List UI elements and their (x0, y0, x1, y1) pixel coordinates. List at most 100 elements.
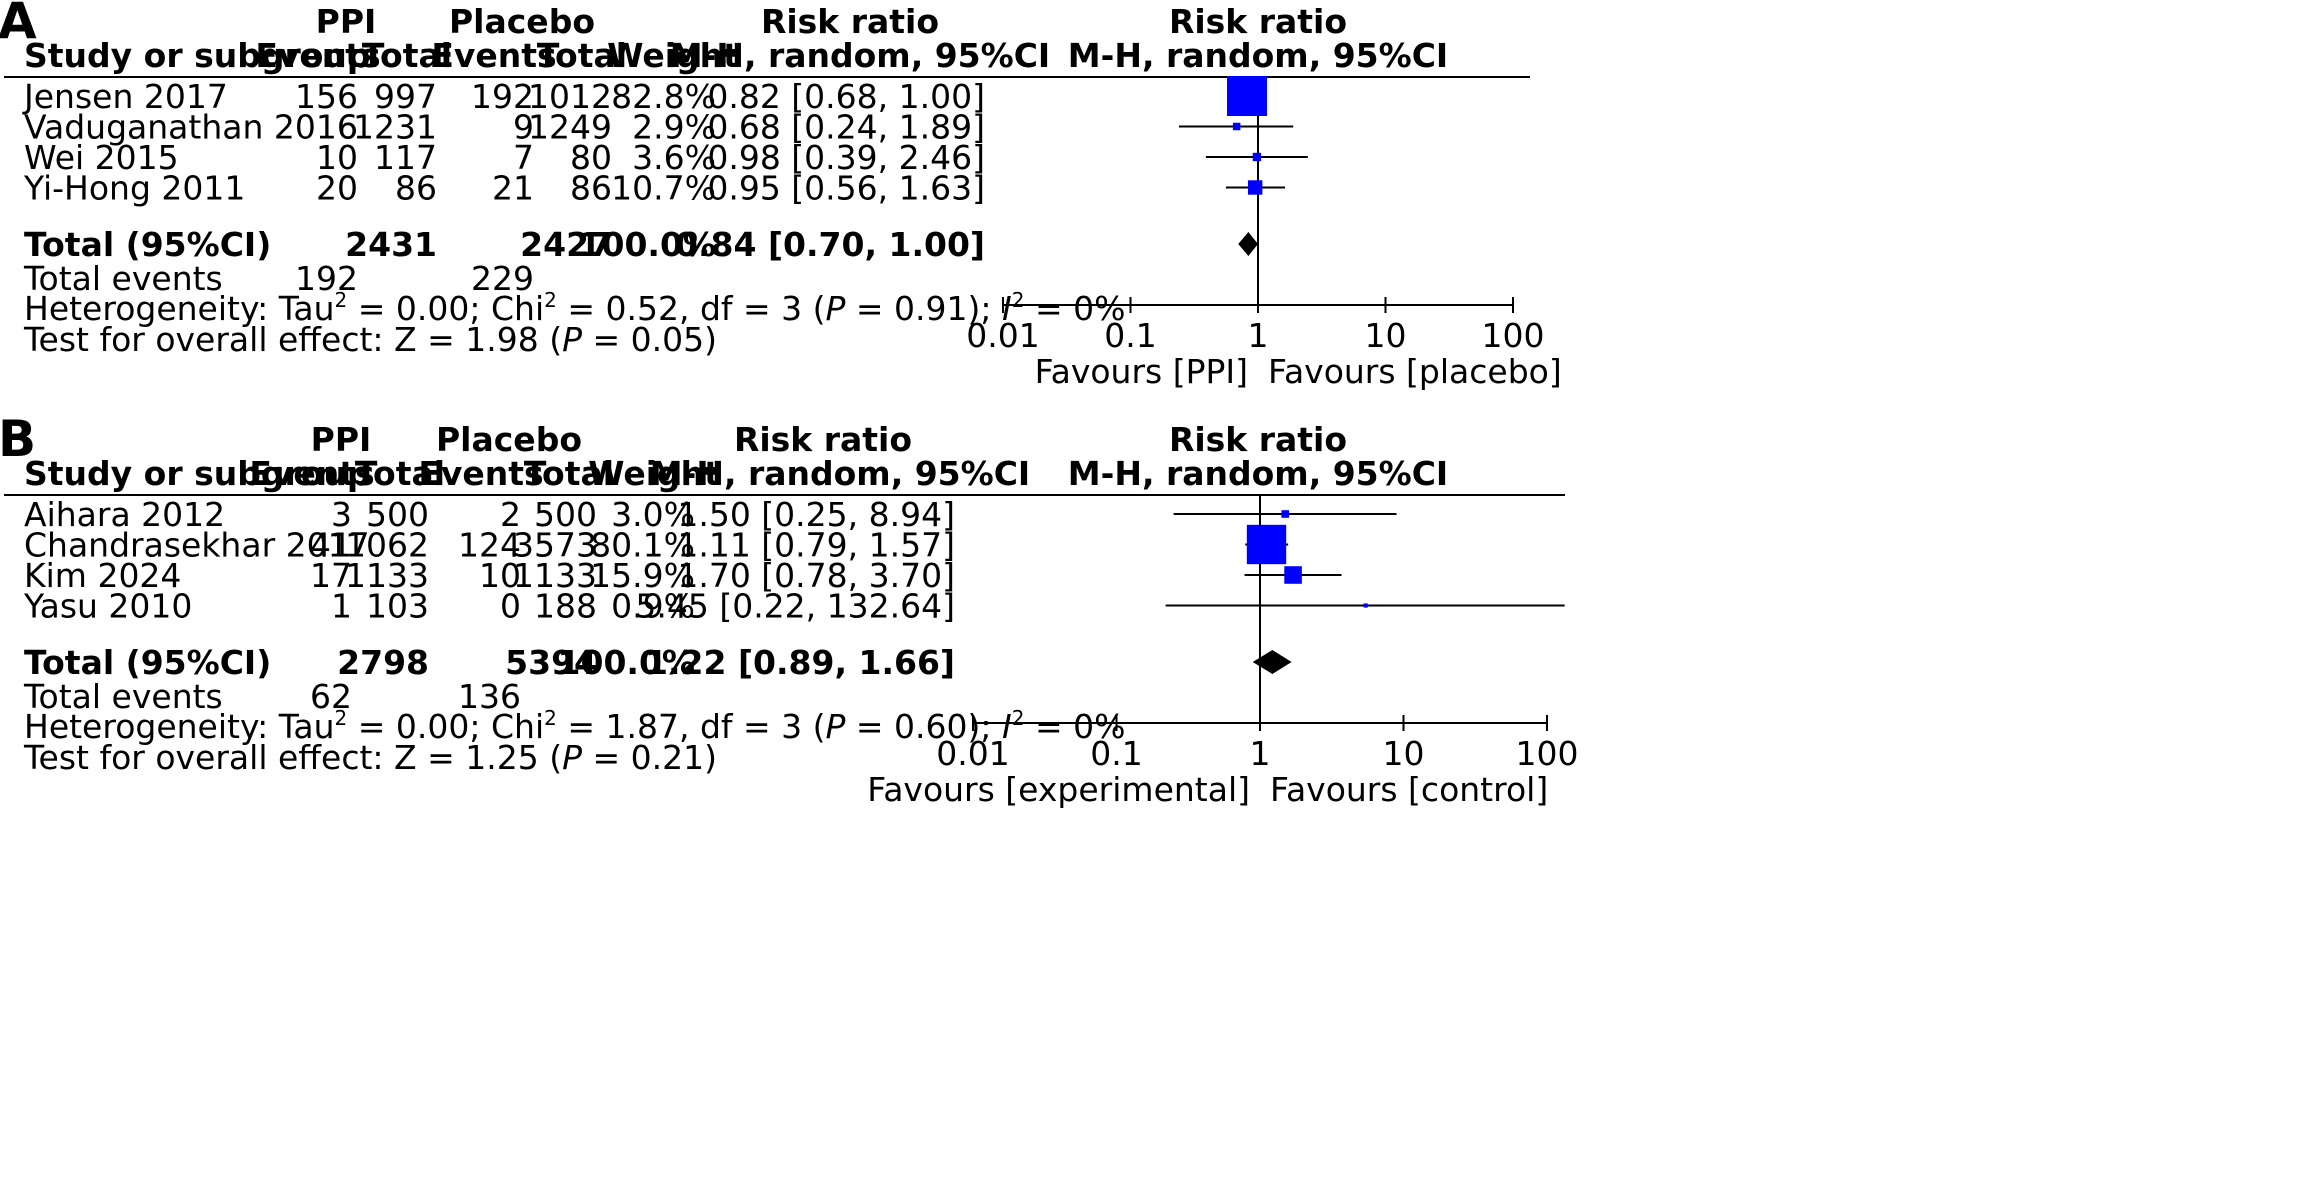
het-d: = 0% (1024, 707, 1125, 746)
study-total-2: 1012 (528, 77, 612, 116)
panel-label: B (0, 410, 36, 468)
study-total-1: 86 (395, 169, 437, 208)
study-name: Kim 2024 (24, 556, 181, 595)
het-p: P (826, 289, 846, 328)
study-events-2: 2 (500, 495, 521, 534)
study-events-1: 10 (316, 138, 358, 177)
header-risk-ratio: Risk ratio (761, 2, 939, 41)
header-total-1: Total (355, 454, 445, 493)
study-name: Jensen 2017 (22, 77, 228, 116)
header-study: Study or subgroup (24, 36, 371, 75)
study-name: Yasu 2010 (23, 587, 192, 626)
header-risk-ratio: Risk ratio (734, 420, 912, 459)
header-group2: Placebo (449, 2, 595, 41)
overall-effect-text: Test for overall effect: Z = 1.98 (P = 0… (23, 320, 717, 359)
study-weight: 80.1% (590, 526, 695, 565)
study-ci: 0.98 [0.39, 2.46] (707, 138, 985, 177)
total-label: Total (95%CI) (24, 643, 271, 682)
study-events-1: 20 (316, 169, 358, 208)
x-axis-tick-label: 0.1 (1104, 316, 1156, 355)
study-name: Yi-Hong 2011 (23, 169, 245, 208)
study-weight: 15.9% (590, 556, 695, 595)
favours-left: Favours [experimental] (867, 770, 1250, 809)
total-weight: 100.0% (558, 643, 695, 682)
x-axis-tick-label: 100 (1516, 734, 1579, 773)
het-b: = 0.52, df = 3 ( (557, 289, 826, 328)
total-events-label: Total events (23, 677, 223, 716)
study-events-2: 0 (500, 587, 521, 626)
header-group2: Placebo (436, 420, 582, 459)
forest-panel-a: A P P I Placebo Risk ratio Risk ratio Study or … (0, 0, 1562, 391)
header-group1: PPI (311, 420, 372, 459)
total-events-1: 62 (310, 677, 352, 716)
heterogeneity-text: Heterogeneity: Tau2 = 0.00; Chi2 = 1.87,… (24, 706, 1125, 746)
study-effect-marker (1226, 75, 1268, 117)
study-weight: 3.6% (632, 138, 716, 177)
total-n2: 5394 (505, 643, 597, 682)
total-label: Total (95%CI) (24, 225, 271, 264)
header-total-2: Total (524, 454, 614, 493)
study-events-1: 17 (310, 556, 352, 595)
panel-label: A (0, 0, 37, 50)
study-events-2: 124 (458, 526, 521, 565)
overall-suffix: = 0.21) (582, 738, 717, 777)
overall-p: P (562, 320, 582, 359)
study-ci: 5.45 [0.22, 132.64] (635, 587, 955, 626)
header-weight: Weight (588, 454, 720, 493)
het-i: I (1002, 707, 1012, 746)
study-effect-marker (1246, 524, 1287, 565)
het-sup: 2 (335, 706, 348, 730)
study-total-1: 1062 (345, 526, 429, 565)
study-weight: 82.8% (611, 77, 716, 116)
overall-prefix: Test for overall effect: Z = 1.25 ( (23, 738, 562, 777)
study-name: Aihara 2012 (24, 495, 225, 534)
study-total-2: 86 (570, 169, 612, 208)
total-n1: 2798 (337, 643, 429, 682)
study-total-2: 3573 (513, 526, 597, 565)
het-c: = 0.60); (845, 707, 1002, 746)
het-b: = 1.87, df = 3 ( (557, 707, 826, 746)
study-total-2: 188 (534, 587, 597, 626)
overall-suffix: = 0.05) (582, 320, 717, 359)
study-events-2: 9 (513, 108, 534, 147)
header-events-1: Events (249, 454, 374, 493)
study-total-1: 1133 (345, 556, 429, 595)
study-effect-marker (1284, 566, 1302, 584)
total-weight: 100.0% (579, 225, 716, 264)
study-effect-marker (1363, 603, 1368, 608)
x-axis-tick-label: 0.01 (936, 734, 1009, 773)
header-plot-risk-ratio: Risk ratio (1169, 420, 1347, 459)
overall-prefix: Test for overall effect: Z = 1.98 ( (23, 320, 562, 359)
study-effect-marker (1232, 122, 1241, 131)
het-i: I (1002, 289, 1012, 328)
het-sup: 2 (1012, 288, 1025, 312)
study-effect-marker (1252, 152, 1262, 162)
overall-p: P (562, 738, 582, 777)
het-p: P (826, 707, 846, 746)
study-total-2: 80 (570, 138, 612, 177)
study-events-2: 10 (479, 556, 521, 595)
het-d: = 0% (1024, 289, 1125, 328)
study-total-1: 117 (374, 138, 437, 177)
het-prefix: Heterogeneity: Tau (24, 707, 335, 746)
header-events-2: Events (431, 36, 556, 75)
overall-effect-text: Test for overall effect: Z = 1.25 (P = 0… (23, 738, 717, 777)
header-plot-risk-ratio: Risk ratio (1169, 2, 1347, 41)
het-prefix: Heterogeneity: Tau (24, 289, 335, 328)
x-axis-tick-label: 10 (1365, 316, 1407, 355)
study-events-1: 6 (337, 108, 358, 147)
study-total-1: 500 (366, 495, 429, 534)
favours-right: Favours [control] (1270, 770, 1548, 809)
header-study: Study or subgroup (24, 454, 371, 493)
pooled-effect-diamond (1238, 232, 1258, 256)
header-method: M-H, random, 95%CI (670, 36, 1050, 75)
het-a: = 0.00; Chi (347, 289, 544, 328)
total-events-label: Total events (23, 259, 223, 298)
study-name: Vaduganathan 2016 (24, 108, 358, 147)
total-events-2: 229 (471, 259, 534, 298)
study-events-2: 192 (471, 77, 534, 116)
study-ci: 1.70 [0.78, 3.70] (677, 556, 955, 595)
total-events-2: 136 (458, 677, 521, 716)
